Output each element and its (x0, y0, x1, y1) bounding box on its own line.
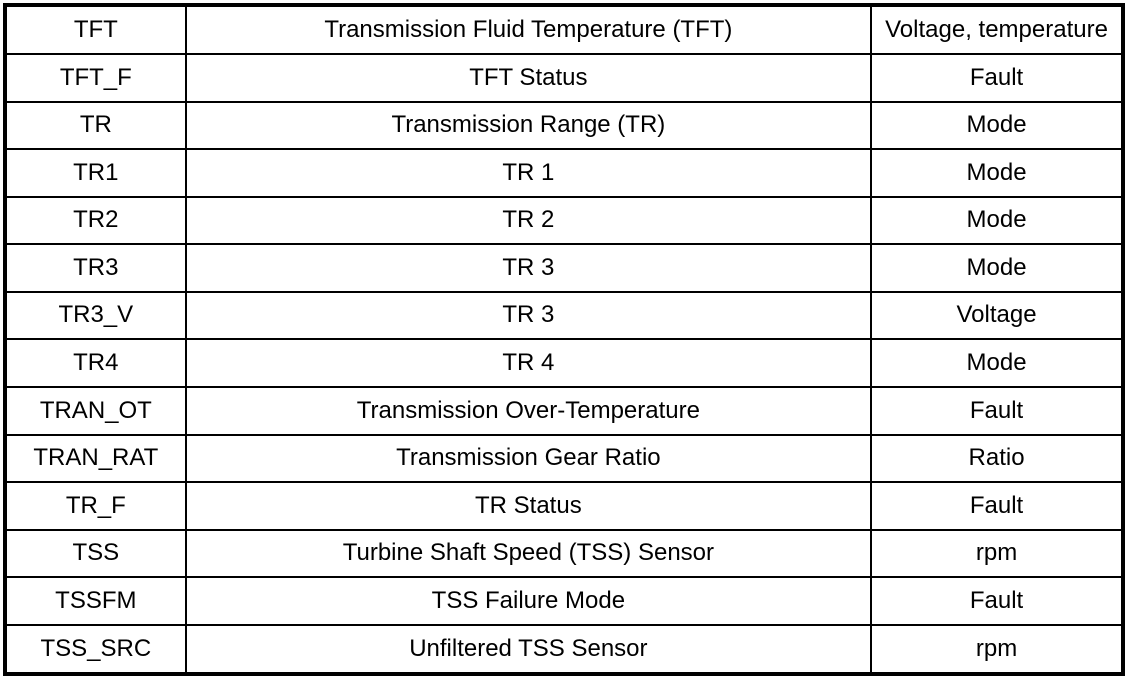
cell-units: Fault (870, 53, 1124, 103)
cell-description: TFT Status (184, 53, 873, 103)
cell-acronym: TR4 (4, 338, 187, 388)
cell-units: Mode (870, 100, 1124, 151)
table-row: TR4 TR 4 Mode (4, 338, 1124, 388)
cell-acronym: TR3 (4, 243, 187, 293)
cell-acronym: TRAN_OT (4, 385, 187, 436)
cell-description: TSS Failure Mode (184, 576, 873, 626)
cell-units: Mode (870, 195, 1124, 246)
cell-description: Transmission Range (TR) (184, 100, 873, 151)
cell-units: Voltage, temperature (870, 3, 1124, 56)
cell-acronym: TR_F (4, 481, 187, 531)
cell-units: Ratio (870, 433, 1124, 484)
cell-description: TR 3 (184, 243, 873, 293)
cell-units: Fault (870, 576, 1124, 626)
cell-acronym: TR1 (4, 148, 187, 198)
cell-acronym: TRAN_RAT (4, 433, 187, 484)
cell-acronym: TFT_F (4, 53, 187, 103)
table-row: TSSFM TSS Failure Mode Fault (4, 576, 1124, 626)
table-body: TFT Transmission Fluid Temperature (TFT) V… (4, 3, 1124, 676)
cell-units: rpm (870, 528, 1124, 579)
cell-description: TR 4 (184, 338, 873, 388)
cell-description: TR 2 (184, 195, 873, 246)
cell-description: Unfiltered TSS Sensor (184, 623, 873, 676)
table-row: TSS Turbine Shaft Speed (TSS) Sensor rpm (4, 528, 1124, 579)
cell-description: Transmission Gear Ratio (184, 433, 873, 484)
table-row: TSS_SRC Unfiltered TSS Sensor rpm (4, 623, 1124, 676)
cell-acronym: TSSFM (4, 576, 187, 626)
table-row: TR3_V TR 3 Voltage (4, 290, 1124, 341)
cell-description: Transmission Fluid Temperature (TFT) (184, 3, 873, 56)
table-row: TFT Transmission Fluid Temperature (TFT) V… (4, 3, 1124, 56)
cell-acronym: TSS_SRC (4, 623, 187, 676)
table-row: TR2 TR 2 Mode (4, 195, 1124, 246)
cell-acronym: TR3_V (4, 290, 187, 341)
signal-table: TFT Transmission Fluid Temperature (TFT) V… (3, 3, 1125, 676)
cell-acronym: TR2 (4, 195, 187, 246)
cell-acronym: TSS (4, 528, 187, 579)
cell-units: Fault (870, 385, 1124, 436)
cell-units: Mode (870, 243, 1124, 293)
table-row: TFT_F TFT Status Fault (4, 53, 1124, 103)
cell-units: rpm (870, 623, 1124, 676)
cell-acronym: TFT (4, 3, 187, 56)
cell-description: Turbine Shaft Speed (TSS) Sensor (184, 528, 873, 579)
table-row: TR_F TR Status Fault (4, 481, 1124, 531)
table-row: TR Transmission Range (TR) Mode (4, 100, 1124, 151)
cell-acronym: TR (4, 100, 187, 151)
cell-units: Mode (870, 338, 1124, 388)
table-row: TRAN_RAT Transmission Gear Ratio Ratio (4, 433, 1124, 484)
table-row: TRAN_OT Transmission Over-Temperature Faul… (4, 385, 1124, 436)
cell-units: Fault (870, 481, 1124, 531)
cell-description: TR 3 (184, 290, 873, 341)
table-row: TR1 TR 1 Mode (4, 148, 1124, 198)
cell-units: Voltage (870, 290, 1124, 341)
cell-description: TR Status (184, 481, 873, 531)
cell-description: TR 1 (184, 148, 873, 198)
cell-description: Transmission Over-Temperature (184, 385, 873, 436)
cell-units: Mode (870, 148, 1124, 198)
table-row: TR3 TR 3 Mode (4, 243, 1124, 293)
